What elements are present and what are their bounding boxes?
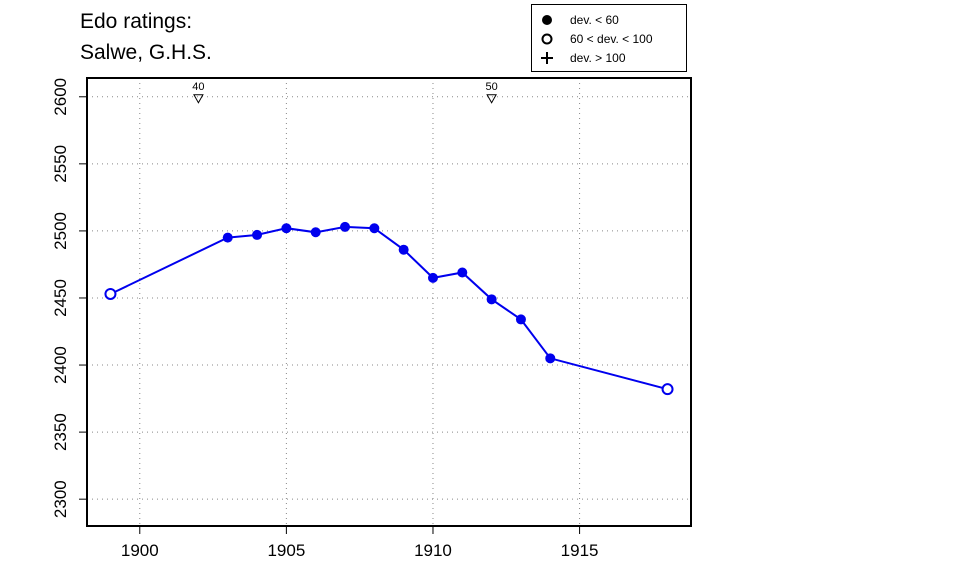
x-tick-label: 1915 xyxy=(561,541,599,560)
x-tick-label: 1905 xyxy=(267,541,305,560)
plot-frame xyxy=(86,77,692,527)
data-point xyxy=(486,294,497,305)
y-tick-label: 2600 xyxy=(51,78,70,116)
legend: dev. < 60 60 < dev. < 100 dev. > 100 xyxy=(531,4,687,72)
y-axis: 2300 2350 2400 2450 2500 2550 2600 xyxy=(51,78,87,518)
legend-label: dev. > 100 xyxy=(570,51,626,65)
open-circle-icon xyxy=(541,33,553,45)
annotation-label: 40 xyxy=(192,81,204,93)
data-point xyxy=(310,227,321,238)
x-tick-label: 1900 xyxy=(121,541,159,560)
data-point xyxy=(545,353,556,364)
data-point xyxy=(515,314,526,325)
data-point xyxy=(281,223,292,234)
data-point xyxy=(369,223,380,234)
legend-item-open-circle: 60 < dev. < 100 xyxy=(532,30,686,48)
y-tick-label: 2300 xyxy=(51,480,70,518)
x-axis: 1900 1905 1910 1915 xyxy=(121,526,599,560)
chart-title-line-2: Salwe, G.H.S. xyxy=(80,41,212,64)
legend-label: 60 < dev. < 100 xyxy=(570,32,653,46)
data-point xyxy=(222,232,233,243)
annotation-marker xyxy=(193,94,204,104)
plus-icon xyxy=(541,52,553,64)
y-tick-label: 2550 xyxy=(51,145,70,183)
y-tick-label: 2500 xyxy=(51,212,70,250)
legend-item-filled-circle: dev. < 60 xyxy=(532,11,686,29)
data-point xyxy=(661,383,674,396)
annotation-marker xyxy=(486,94,497,104)
data-point xyxy=(398,244,409,255)
data-point xyxy=(104,287,117,300)
series-line xyxy=(110,225,668,391)
legend-item-plus: dev. > 100 xyxy=(532,49,686,67)
y-tick-label: 2450 xyxy=(51,279,70,317)
y-tick-label: 2400 xyxy=(51,346,70,384)
annotations: 40 50 xyxy=(192,81,498,104)
annotation-label: 50 xyxy=(485,81,497,93)
data-point xyxy=(457,267,468,278)
data-point xyxy=(252,229,263,240)
chart-title-line-1: Edo ratings: xyxy=(80,10,193,33)
filled-circle-icon xyxy=(542,15,552,25)
x-tick-label: 1910 xyxy=(414,541,452,560)
data-point xyxy=(427,272,438,283)
data-point xyxy=(340,221,351,232)
series xyxy=(104,221,674,396)
legend-label: dev. < 60 xyxy=(570,13,619,27)
grid xyxy=(87,78,691,526)
y-tick-label: 2350 xyxy=(51,413,70,451)
